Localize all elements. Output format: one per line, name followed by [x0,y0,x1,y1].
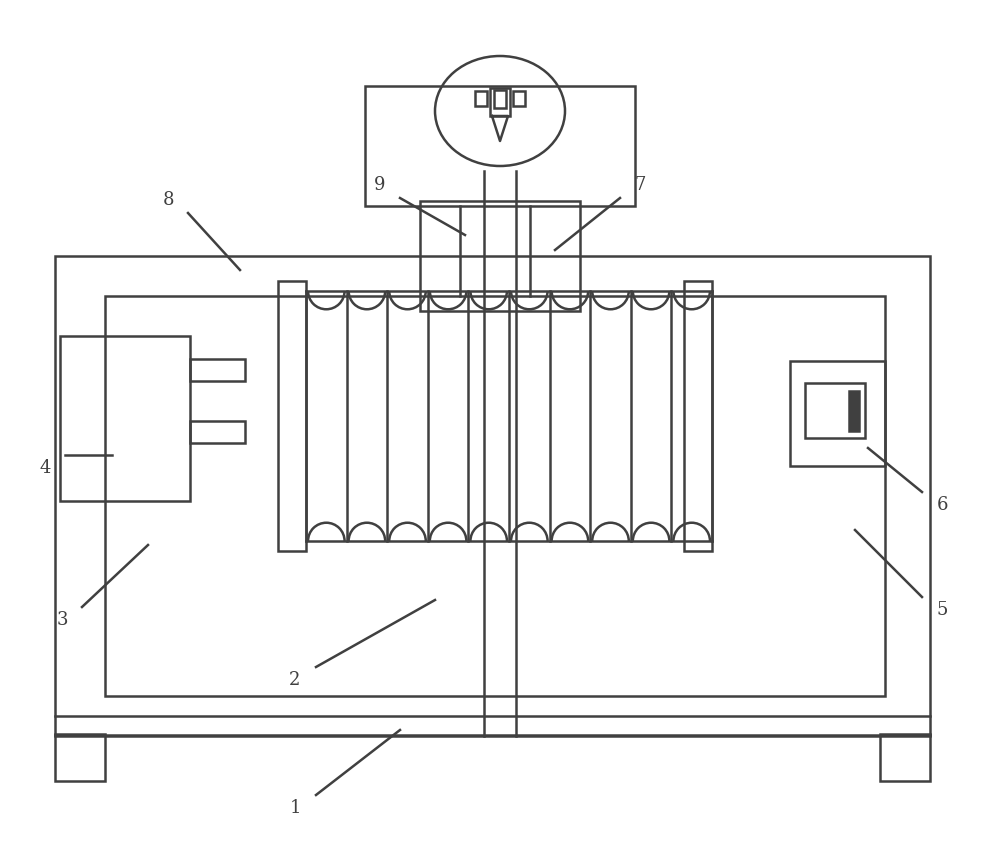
Bar [849,391,859,431]
Bar [805,383,865,438]
Text: 3: 3 [56,611,68,629]
Text: 5: 5 [936,601,948,619]
Text: 7: 7 [634,176,646,194]
Text: 9: 9 [374,176,386,194]
Bar [60,336,190,501]
Bar [880,734,930,781]
Bar [190,421,245,443]
Bar [190,359,245,381]
Bar [55,734,105,781]
Text: 8: 8 [162,191,174,209]
Bar [490,88,510,116]
Bar [494,90,506,108]
Text: 6: 6 [936,496,948,514]
Text: 1: 1 [289,799,301,817]
Bar [475,91,487,106]
Bar [420,201,580,311]
Bar [55,256,930,736]
Bar [105,296,885,696]
Text: 4: 4 [39,459,51,477]
Bar [513,91,525,106]
Bar [790,361,885,466]
Text: 2: 2 [289,671,301,689]
Bar [365,86,635,206]
Bar [684,281,712,551]
Bar [278,281,306,551]
